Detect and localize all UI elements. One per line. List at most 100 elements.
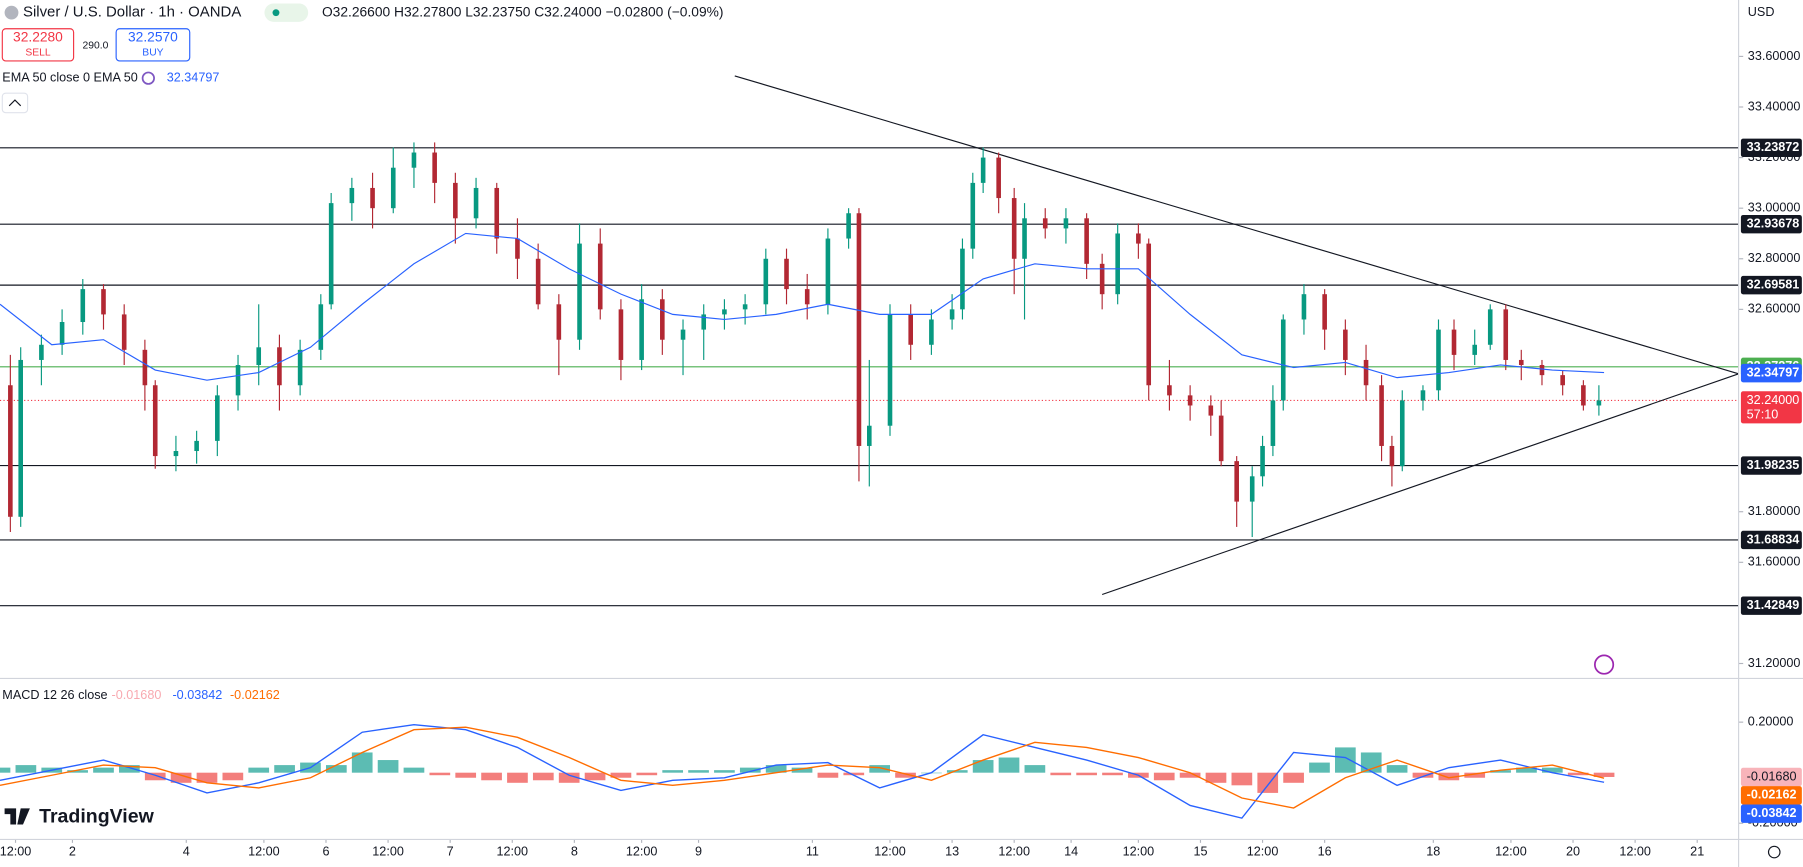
histogram-bar [946,770,968,773]
level-label: 31.42849 [1747,598,1800,612]
histogram-bar [817,772,839,778]
candle-body [1208,405,1214,416]
symbol-icon [4,5,19,20]
histogram-bar [1412,772,1434,778]
candle-body [1136,233,1141,244]
candle-body [1420,390,1426,401]
candle-body [1099,263,1105,295]
currency[interactable]: USD [1748,5,1775,19]
histogram-bar [1283,772,1304,783]
candle-body [1472,344,1478,355]
candle-body [297,349,303,386]
candle-body [784,258,789,290]
candle-body [1581,385,1586,406]
macd-line [0,723,1605,819]
sell-button[interactable] [1,28,75,62]
x-tick-label: 12:00 [1619,844,1651,858]
candle-body [856,213,862,446]
x-tick-label: 12:00 [1123,844,1155,858]
histogram-bar [1102,772,1123,776]
histogram-bar [1309,762,1330,773]
spread: 290.0 [83,41,109,52]
candle-body [960,248,965,310]
x-tick-label: 12:00 [998,844,1030,858]
logo[interactable]: TradingView [39,806,154,828]
x-tick-label: 12:00 [496,844,528,858]
histogram-bar [1516,767,1537,773]
series-last-label: -0.03842 [1747,806,1797,820]
level-label-bg [1740,214,1802,234]
x-tick-label: 7 [447,844,454,858]
indicator-icon [141,71,155,85]
macd-legend[interactable]: MACD 12 26 close [2,688,107,702]
histogram-bar [972,760,994,773]
histogram-bar [1179,772,1201,778]
candle-body [515,238,520,259]
status-badge[interactable] [264,3,309,22]
buy-price: 32.2570 [128,30,178,45]
x-tick-label: 16 [1318,844,1332,858]
histogram-bar [791,767,813,773]
macd-value: -0.03842 [172,688,222,702]
collapse-icon [8,99,22,107]
histogram-bar [429,772,451,776]
candle-body [1487,309,1493,345]
current-price-bg [1740,391,1802,424]
candle-body [980,157,986,183]
alert-icon[interactable] [1594,654,1615,675]
histogram-bar [377,760,399,773]
histogram-bar [325,765,347,773]
histogram-bar [248,767,270,773]
candle-body [1218,415,1224,462]
level-label-bg [1740,530,1802,550]
histogram-bar [714,770,735,773]
candle-body [577,243,582,340]
candle-body [1187,395,1193,406]
histogram-bar [739,767,761,773]
candle-body [152,385,158,457]
histogram-bar [1231,772,1253,786]
histogram-bar [1360,752,1382,773]
candle-body [1343,329,1348,360]
candle-body [142,349,148,386]
histogram-bar [1024,765,1046,773]
level-label: 31.98235 [1747,458,1800,472]
histogram-bar [507,772,528,783]
candle-body [556,304,562,340]
candle-body [1115,233,1120,295]
buy-button[interactable] [115,28,191,62]
candle-body [949,309,955,320]
x-tick-label: 21 [1690,844,1704,858]
x-tick-label: 12:00 [1247,844,1279,858]
histogram-bar [1076,772,1097,776]
trendline [1101,373,1739,596]
histogram-bar [196,772,218,783]
candle-body [390,167,396,209]
candle-body [1518,359,1524,366]
histogram-bar [1438,772,1460,781]
candle-body [1539,365,1545,376]
level-label: 33.23872 [1747,140,1800,154]
candle-body [277,347,282,386]
candle-body [494,187,500,239]
candle-body [1249,476,1255,502]
histogram-bar [1153,772,1175,781]
candle-body [328,203,334,305]
candle-body [411,152,417,168]
symbol[interactable]: Silver / U.S. Dollar · 1h · OANDA [23,4,241,21]
settings-icon[interactable] [1767,845,1781,859]
histogram-bar [869,765,891,773]
indicator-legend[interactable]: EMA 50 close 0 EMA 50 [2,71,137,85]
level-label: 31.68834 [1747,532,1800,546]
candle-body [80,289,86,323]
candle-body [1301,294,1307,320]
status-dot [272,9,280,17]
candle-body [597,243,603,310]
x-tick-label: 8 [571,844,578,858]
level-label: 32.69581 [1747,277,1800,291]
x-tick-label: 13 [945,844,959,858]
level-label: 32.93678 [1747,217,1800,231]
x-tick-label: 12:00 [372,844,404,858]
collapse-button[interactable] [1,92,29,114]
x-tick-label: 15 [1193,844,1207,858]
